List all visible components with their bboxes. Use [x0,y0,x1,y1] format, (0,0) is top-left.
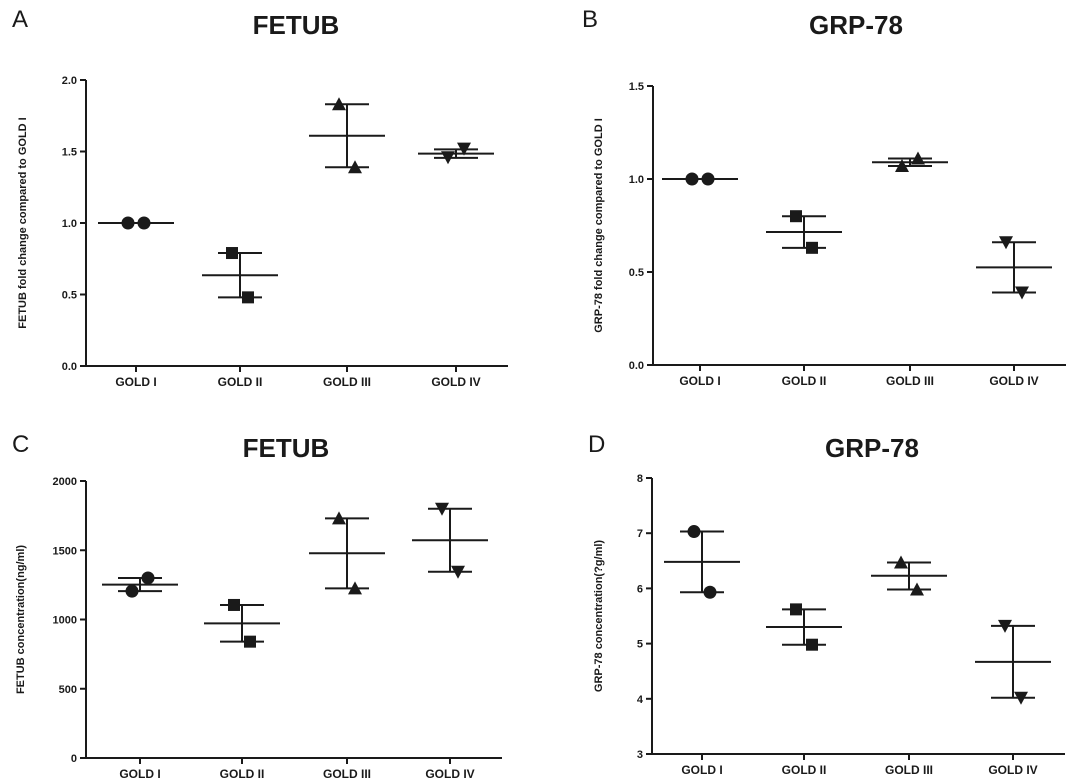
chart-title: FETUB [252,10,340,40]
chart-fetub-fold-change: 0.0 0.5 1.0 1.5 2.0 FETUB fold change compare… [17,75,508,389]
x-tick-label: GOLD I [119,767,160,781]
y-tick-label: 0.0 [629,360,644,372]
data-point-triangle-up [348,160,362,174]
data-point-triangle-down [451,565,465,579]
panel-b: B GRP-78 0.0 0.5 1.0 1.5 GRP-78 fold change … [576,0,1072,391]
y-tick-label: 0 [71,753,77,765]
chart-fetub-concentration: 0 500 1000 1500 2000 FETUB concentration(ng/m… [15,476,502,781]
x-tick-label: GOLD II [218,375,263,389]
chart-grp78-concentration: 3 4 5 6 7 8 GRP-78 concentration(?g/ml) GOLD I G… [593,473,1065,777]
panel-a: A FETUB 0.0 0.5 1.0 1.5 2.0 FETUB fold change… [0,0,536,391]
data-point-circle [137,216,151,230]
data-point-circle [141,571,155,585]
data-point-triangle-up [894,555,908,569]
data-point-triangle-down [999,236,1013,250]
x-tick-label: GOLD II [782,763,827,777]
y-tick-label: 6 [637,583,643,595]
y-tick-label: 4 [637,694,644,706]
chart-title: GRP-78 [825,433,919,463]
y-axis-label: FETUB concentration(ng/ml) [15,545,27,694]
data-point-triangle-up [348,581,362,595]
data-point-square [226,247,238,260]
x-tick-label: GOLD III [886,374,934,388]
panel-letter: C [12,431,30,458]
data-point-triangle-up [895,158,909,172]
x-tick-label: GOLD IV [425,767,474,781]
data-point-square [244,635,256,648]
panel-d: D GRP-78 3 4 5 6 7 8 GRP-78 concentration(?g/m… [576,391,1072,782]
data-point-triangle-down [1015,286,1029,300]
data-point-triangle-up [332,97,346,111]
y-axis-label: GRP-78 fold change compared to GOLD I [593,118,605,333]
data-point-triangle-down [998,619,1012,633]
y-tick-label: 0.5 [629,267,644,279]
y-axis-label: GRP-78 concentration(?g/ml) [593,540,605,693]
data-point-triangle-up [910,582,924,596]
data-point-circle [687,525,701,539]
panel-letter: D [588,431,606,458]
y-tick-label: 3 [637,749,643,761]
chart-grp78-fold-change: 0.0 0.5 1.0 1.5 GRP-78 fold change compared … [593,81,1066,388]
y-tick-label: 1000 [53,615,77,627]
y-tick-label: 7 [637,528,643,540]
x-tick-label: GOLD IV [988,763,1037,777]
data-point-circle [701,172,715,186]
y-tick-label: 1.5 [629,81,644,93]
x-tick-label: GOLD II [782,374,827,388]
data-point-square [790,210,802,223]
x-tick-label: GOLD IV [989,374,1038,388]
x-tick-label: GOLD IV [431,375,480,389]
data-point-circle [121,216,135,230]
chart-title: GRP-78 [809,10,903,40]
data-point-triangle-down [457,142,471,156]
x-tick-label: GOLD III [885,763,933,777]
x-tick-label: GOLD II [220,767,265,781]
y-tick-label: 0.0 [62,361,77,373]
y-axis-label: FETUB fold change compared to GOLD I [17,117,29,328]
data-point-triangle-down [435,502,449,516]
panel-letter: B [582,6,599,33]
data-point-square [242,291,254,304]
panel-c: C FETUB 0 500 1000 1500 2000 FETUB concentrat… [0,391,536,782]
y-tick-label: 8 [637,473,643,485]
x-tick-label: GOLD III [323,375,371,389]
x-tick-label: GOLD III [323,767,371,781]
y-tick-label: 0.5 [62,290,77,302]
y-tick-label: 1.5 [62,147,77,159]
data-point-triangle-up [911,151,925,165]
y-tick-label: 1500 [53,545,77,557]
data-point-square [806,241,818,254]
chart-title: FETUB [242,433,330,463]
y-tick-label: 2000 [53,476,77,488]
data-point-triangle-down [441,151,455,165]
x-tick-label: GOLD I [681,763,722,777]
y-tick-label: 500 [59,684,77,696]
data-point-circle [685,172,699,186]
y-tick-label: 1.0 [629,174,644,186]
data-point-square [806,638,818,651]
panel-letter: A [12,6,29,33]
y-tick-label: 5 [637,639,643,651]
data-point-triangle-down [1014,691,1028,705]
x-tick-label: GOLD I [115,375,156,389]
x-tick-label: GOLD I [679,374,720,388]
data-point-circle [125,584,139,598]
y-tick-label: 1.0 [62,218,77,230]
data-point-square [790,603,802,616]
data-point-triangle-up [332,511,346,525]
data-point-circle [703,585,717,599]
y-tick-label: 2.0 [62,75,77,87]
data-point-square [228,598,240,611]
